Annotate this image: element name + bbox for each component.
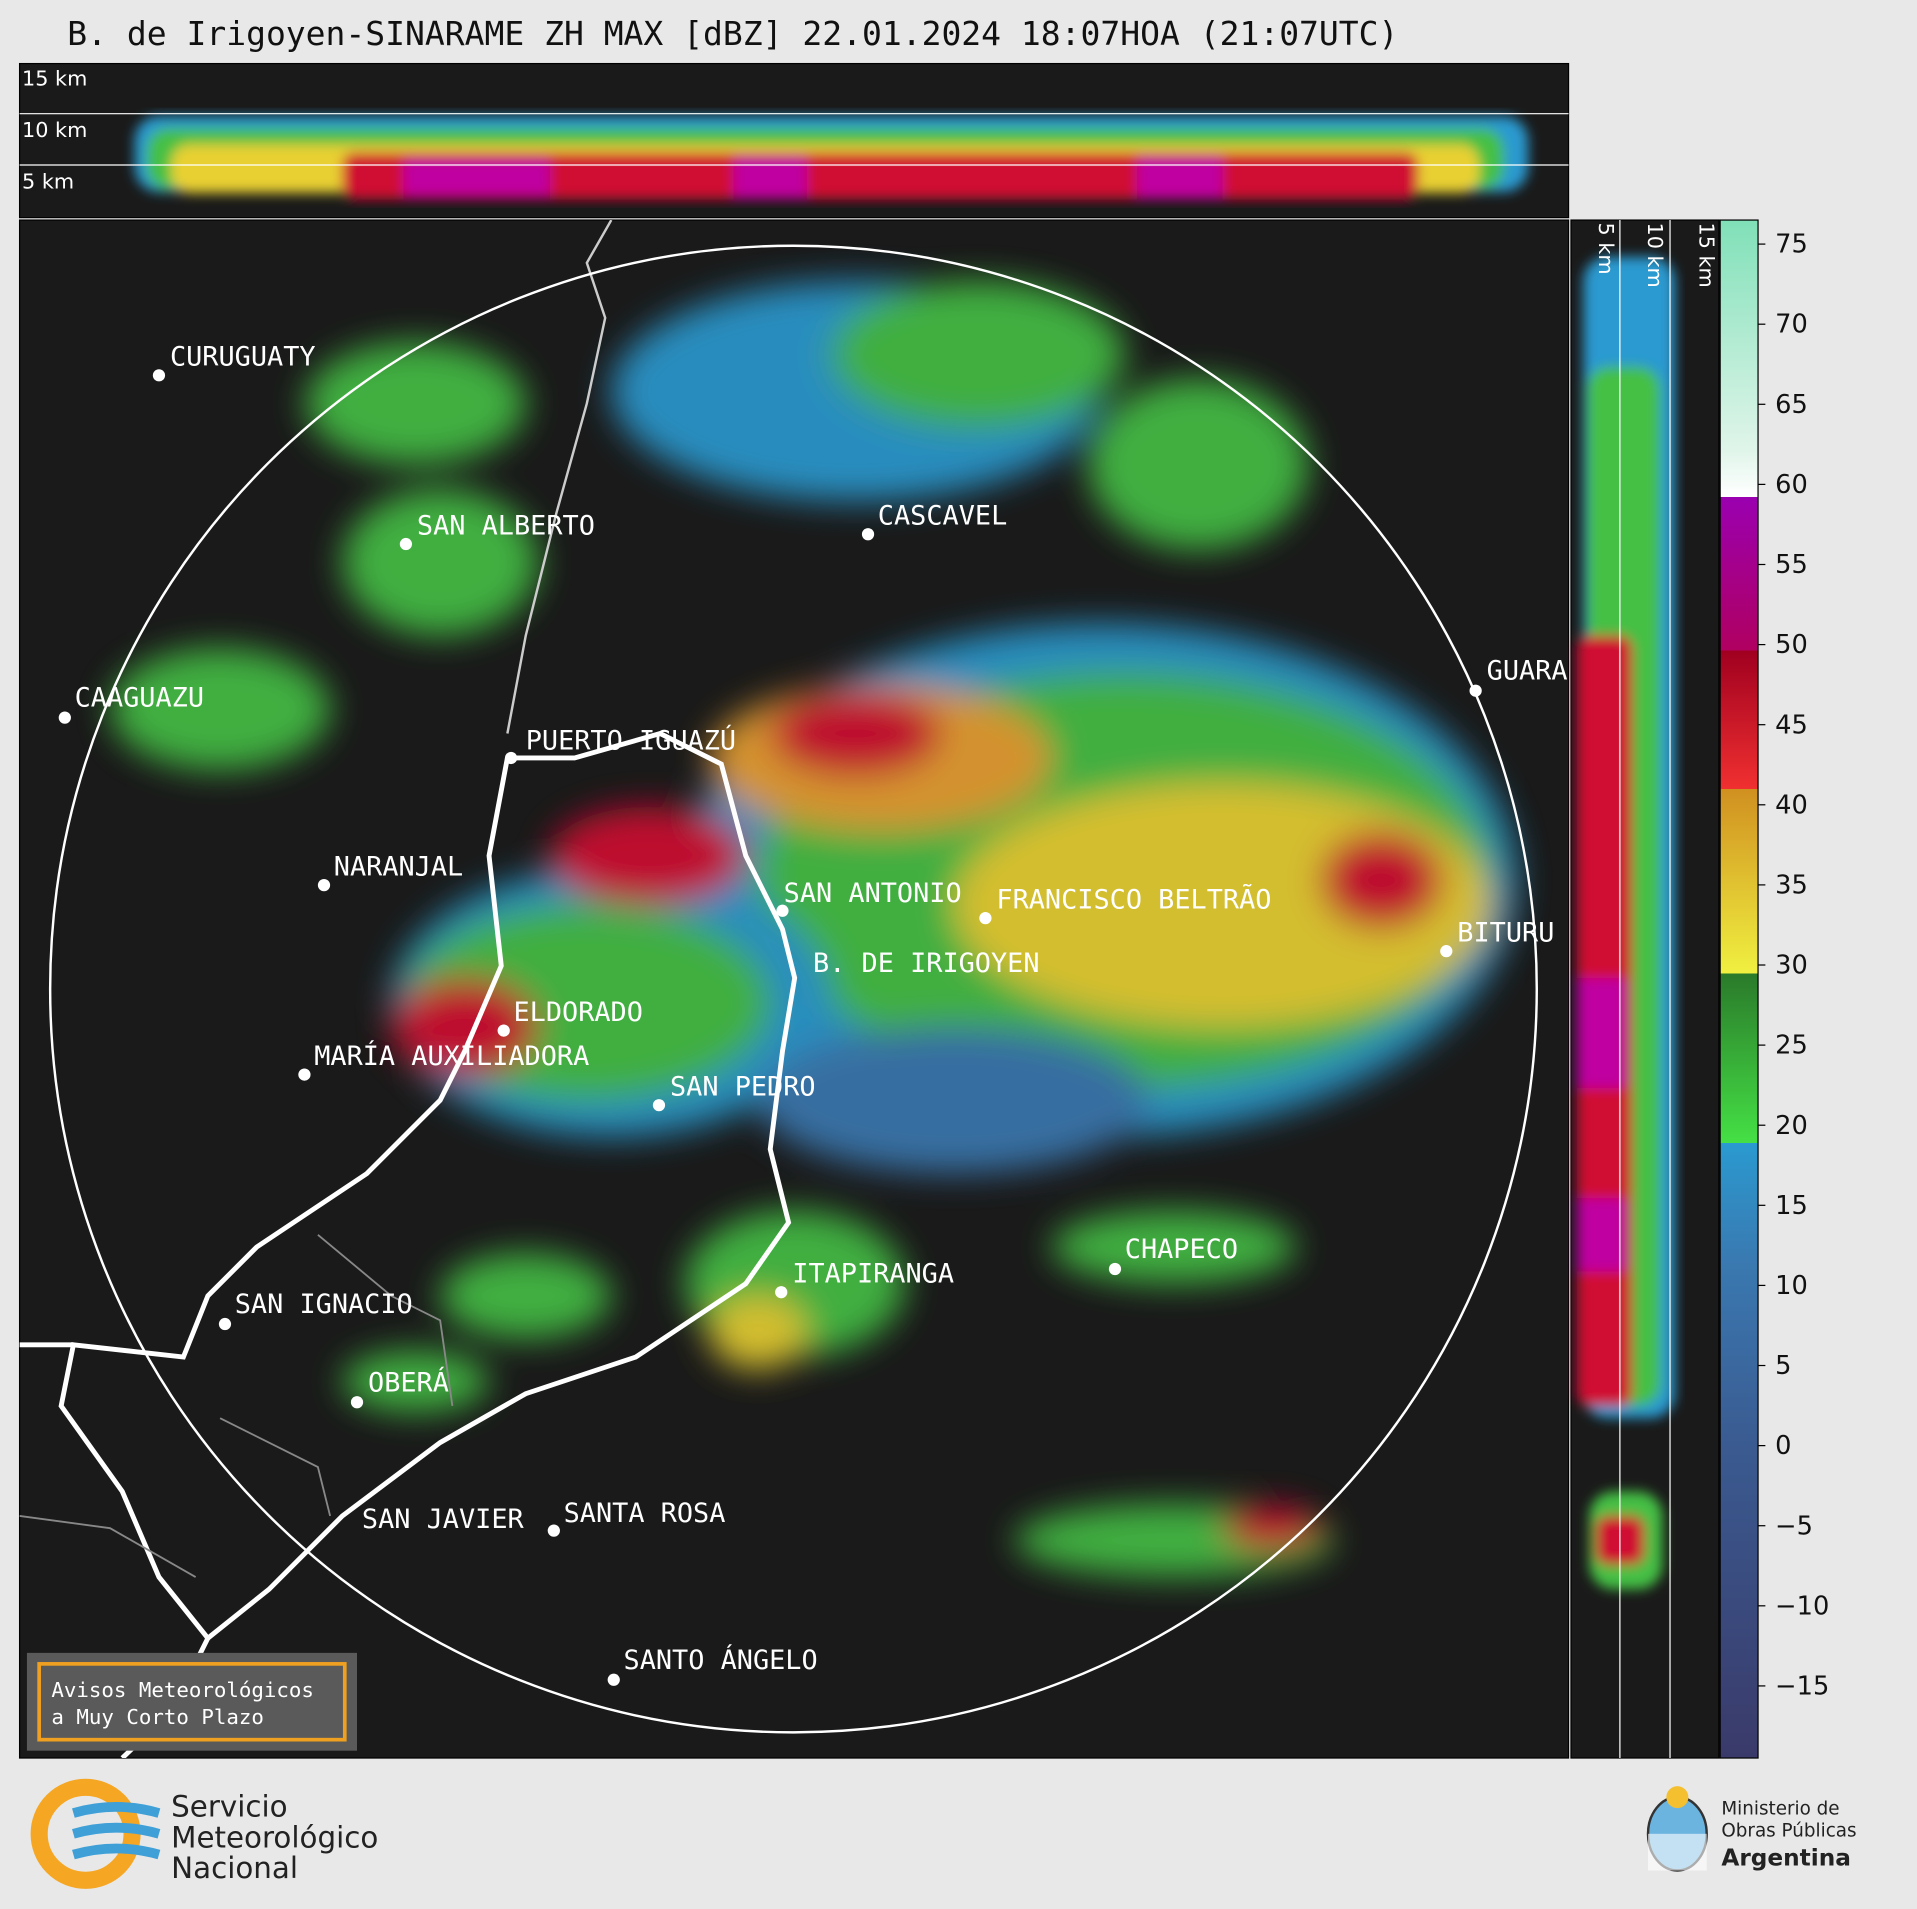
city-dot [152,369,166,382]
colorbar-tick-label: 15 [1775,1191,1808,1221]
colorbar [1719,219,1759,1759]
colorbar-tick-label: 25 [1775,1031,1808,1061]
city-label: SAN ALBERTO [417,510,595,541]
colorbar-tick-label: 5 [1775,1351,1791,1381]
city-label: SAN JAVIER [362,1504,525,1535]
height-label: 5 km [22,169,74,193]
city-dot [317,879,331,892]
city-dot [776,904,789,917]
smn-logo [30,1778,161,1889]
city-label: B. DE IRIGOYEN [813,948,1040,979]
colorbar-tick-label: 45 [1775,710,1808,740]
city-label: CAAGUAZU [75,683,204,714]
city-dot [979,912,992,925]
city-label: SANTA ROSA [564,1498,726,1529]
city-dot [399,537,413,551]
city-label: ELDORADO [513,997,642,1028]
city-label: SAN PEDRO [670,1071,816,1102]
city-label: FRANCISCO BELTRÃO [996,883,1271,915]
colorbar-tick-label: 65 [1775,390,1808,420]
city-dot [1108,1262,1122,1276]
top-section-echo [134,116,1529,200]
city-dot [1469,684,1482,697]
colorbar-tick-label: 0 [1775,1431,1791,1461]
city-dot [497,1024,510,1037]
logo-text: Argentina [1721,1845,1851,1872]
city-label: NARANJAL [334,851,463,882]
colorbar-tick-label: 30 [1775,951,1808,981]
city-label: CASCAVEL [878,500,1007,531]
logo-text: Ministerio de [1721,1798,1839,1819]
colorbar-tick-label: 35 [1775,870,1808,900]
colorbar-tick-label: 50 [1775,630,1808,660]
colorbar-tick-label: 70 [1775,310,1808,340]
logo-text: Nacional [171,1851,298,1885]
colorbar-tick-label: 60 [1775,470,1808,500]
colorbar-tick-label: −15 [1775,1671,1829,1701]
city-dot [58,711,71,724]
city-dot [218,1317,232,1331]
height-label: 15 km [1694,223,1718,288]
city-dot [350,1396,364,1409]
city-label: MARÍA AUXILIADORA [314,1040,589,1072]
city-label: SAN ANTONIO [784,878,962,909]
city-dot [652,1099,666,1112]
colorbar-tick-label: 40 [1775,790,1808,820]
city-label: GUARA [1487,656,1568,687]
title: B. de Irigoyen-SINARAME ZH MAX [dBZ] 22.… [67,14,1398,53]
height-label: 15 km [22,67,87,91]
city-dot [861,528,875,541]
warning-box [26,1652,358,1751]
city-label: SANTO ÁNGELO [624,1644,818,1676]
height-label: 5 km [1594,223,1618,275]
city-label: SAN IGNACIO [235,1289,413,1320]
city-label: CURUGUATY [170,342,316,373]
city-label: BITURU [1457,917,1554,948]
city-labels: CURUGUATY SAN ALBERTO CASCAVEL CAAGUAZU GUAR… [58,342,1568,1686]
height-label: 10 km [22,118,87,142]
city-label: ITAPIRANGA [792,1258,954,1289]
warning-text: a Muy Corto Plazo [51,1705,264,1729]
warning-text: Avisos Meteorológicos [51,1678,314,1702]
warning-border [37,1662,347,1742]
city-dot [607,1673,620,1686]
city-label: OBERÁ [368,1366,449,1398]
colorbar-tick-label: 55 [1775,550,1808,580]
colorbar-tick-label: −10 [1775,1591,1829,1621]
logo-text: Meteorológico [171,1820,378,1854]
city-dot [775,1286,788,1299]
colorbar-tick-label: 75 [1775,230,1808,260]
logo-text: Servicio [171,1790,287,1824]
city-dot [298,1068,311,1081]
ministry-emblem [1646,1786,1708,1872]
city-dot [504,751,518,765]
colorbar-tick-label: 10 [1775,1271,1808,1301]
radar-echoes [19,220,1538,1759]
logo-text: Obras Públicas [1721,1820,1856,1841]
city-label: PUERTO IGUAZÚ [526,724,736,756]
city-dot [1440,945,1453,958]
city-label: CHAPECO [1125,1234,1238,1265]
side-section-echo [1577,256,1675,1590]
colorbar-tick-label: −5 [1775,1511,1813,1541]
colorbar-tick-label: 20 [1775,1111,1808,1141]
city-dot [547,1524,560,1537]
height-label: 10 km [1643,223,1667,288]
